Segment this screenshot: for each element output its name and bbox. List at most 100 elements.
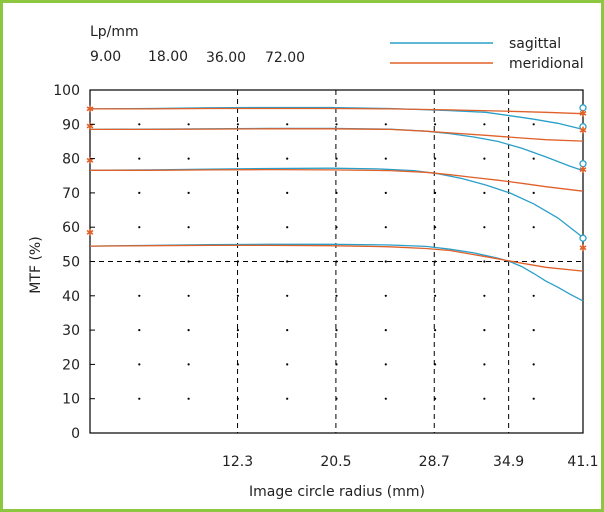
legend-label-meridional: meridional [509, 56, 584, 72]
right-star-marker [579, 109, 587, 117]
grid-dot [286, 397, 289, 400]
grid-dot [138, 191, 141, 194]
grid-dot [187, 123, 190, 126]
grid-dot [286, 294, 289, 297]
series-line-meridional-18-00 [90, 128, 584, 142]
x-tick-label: 28.7 [419, 454, 450, 470]
right-star-marker [579, 244, 587, 252]
y-tick-label: 80 [62, 152, 80, 168]
right-circle-marker [579, 160, 587, 168]
left-star-marker [86, 122, 94, 130]
frequency-label-1: 18.00 [148, 49, 188, 65]
left-star-marker [86, 228, 94, 236]
series-line-meridional-9-00 [90, 107, 584, 115]
grid-dot [187, 363, 190, 366]
frequency-label-2: 36.00 [206, 50, 246, 66]
y-tick-label: 70 [62, 186, 80, 202]
x-tick-label: 12.3 [222, 454, 253, 470]
grid-dot [532, 123, 535, 126]
grid-dot [286, 260, 289, 263]
grid-dot [236, 157, 239, 160]
x-tick-label: 20.5 [320, 454, 351, 470]
grid-dot [483, 226, 486, 229]
x-tick-label: 41.1 [567, 454, 598, 470]
y-tick-label: 20 [62, 357, 80, 373]
grid-dot [138, 294, 141, 297]
grid-dot [483, 191, 486, 194]
star-stroke [579, 167, 587, 173]
frequency-header-label: Lp/mm [90, 24, 139, 40]
grid-dot [138, 123, 141, 126]
grid-dot [532, 191, 535, 194]
grid-dot [434, 157, 437, 160]
series-line-meridional-72-00 [89, 244, 584, 272]
grid-dot [187, 329, 190, 332]
star-stroke [86, 106, 94, 112]
grid-dot [335, 329, 338, 332]
star-stroke [86, 157, 94, 163]
end-markers [86, 104, 587, 252]
frequency-label-3: 72.00 [265, 50, 305, 66]
y-tick-label: 30 [62, 323, 80, 339]
series-lines [89, 106, 584, 302]
grid-dot [384, 329, 387, 332]
grid-dot [483, 329, 486, 332]
grid-dot [434, 329, 437, 332]
grid-dot [434, 294, 437, 297]
series-line-meridional-36-00 [90, 168, 584, 192]
grid-dot [138, 226, 141, 229]
grid-dot [286, 226, 289, 229]
frequency-label-0: 9.00 [90, 49, 121, 65]
grid-dot [384, 363, 387, 366]
grid-dot [286, 157, 289, 160]
grid-dot [187, 397, 190, 400]
grid-dot [286, 191, 289, 194]
grid-dot [532, 397, 535, 400]
legend-label-sagittal: sagittal [509, 36, 561, 52]
grid-dot [236, 123, 239, 126]
y-tick-label: 60 [62, 220, 80, 236]
grid-dot [483, 157, 486, 160]
grid-dot [384, 191, 387, 194]
grid-dot [434, 123, 437, 126]
grid-dot [483, 123, 486, 126]
y-tick-label: 90 [62, 117, 80, 133]
y-tick-label: 0 [71, 426, 80, 442]
grid-dot [384, 260, 387, 263]
grid-dot [384, 397, 387, 400]
grid-dot [286, 123, 289, 126]
grid-dot [187, 260, 190, 263]
grid-dot [483, 260, 486, 263]
grid-dot [138, 157, 141, 160]
grid-dot [483, 397, 486, 400]
grid-dot [335, 294, 338, 297]
grid-dot [532, 226, 535, 229]
y-tick-label: 50 [62, 255, 80, 271]
star-stroke [86, 229, 94, 235]
y-tick-label: 10 [62, 392, 80, 408]
y-axis-label: MTF (%) [28, 236, 44, 293]
left-star-marker [86, 105, 94, 113]
grid-dot [138, 363, 141, 366]
grid-dot [187, 157, 190, 160]
grid-dot [335, 123, 338, 126]
grid-dot [384, 123, 387, 126]
x-axis-label: Image circle radius (mm) [249, 484, 425, 500]
grid-dot [236, 294, 239, 297]
grid-dot [286, 329, 289, 332]
mtf-chart: Lp/mm 9.00 18.00 36.00 72.00 sagittal me… [28, 24, 599, 500]
grid-dot [286, 363, 289, 366]
grid-dot [532, 294, 535, 297]
right-circle-marker [579, 234, 587, 242]
star-stroke [579, 245, 587, 251]
grid-dot [138, 397, 141, 400]
grid-dot [532, 157, 535, 160]
y-tick-label: 40 [62, 289, 80, 305]
y-axis-ticks: 0 10 20 30 40 50 60 70 80 90 100 [53, 83, 95, 442]
grid-dot [532, 363, 535, 366]
grid-dot [138, 329, 141, 332]
grid-dot [532, 329, 535, 332]
grid-dot [335, 157, 338, 160]
legend: sagittal meridional [390, 36, 584, 72]
